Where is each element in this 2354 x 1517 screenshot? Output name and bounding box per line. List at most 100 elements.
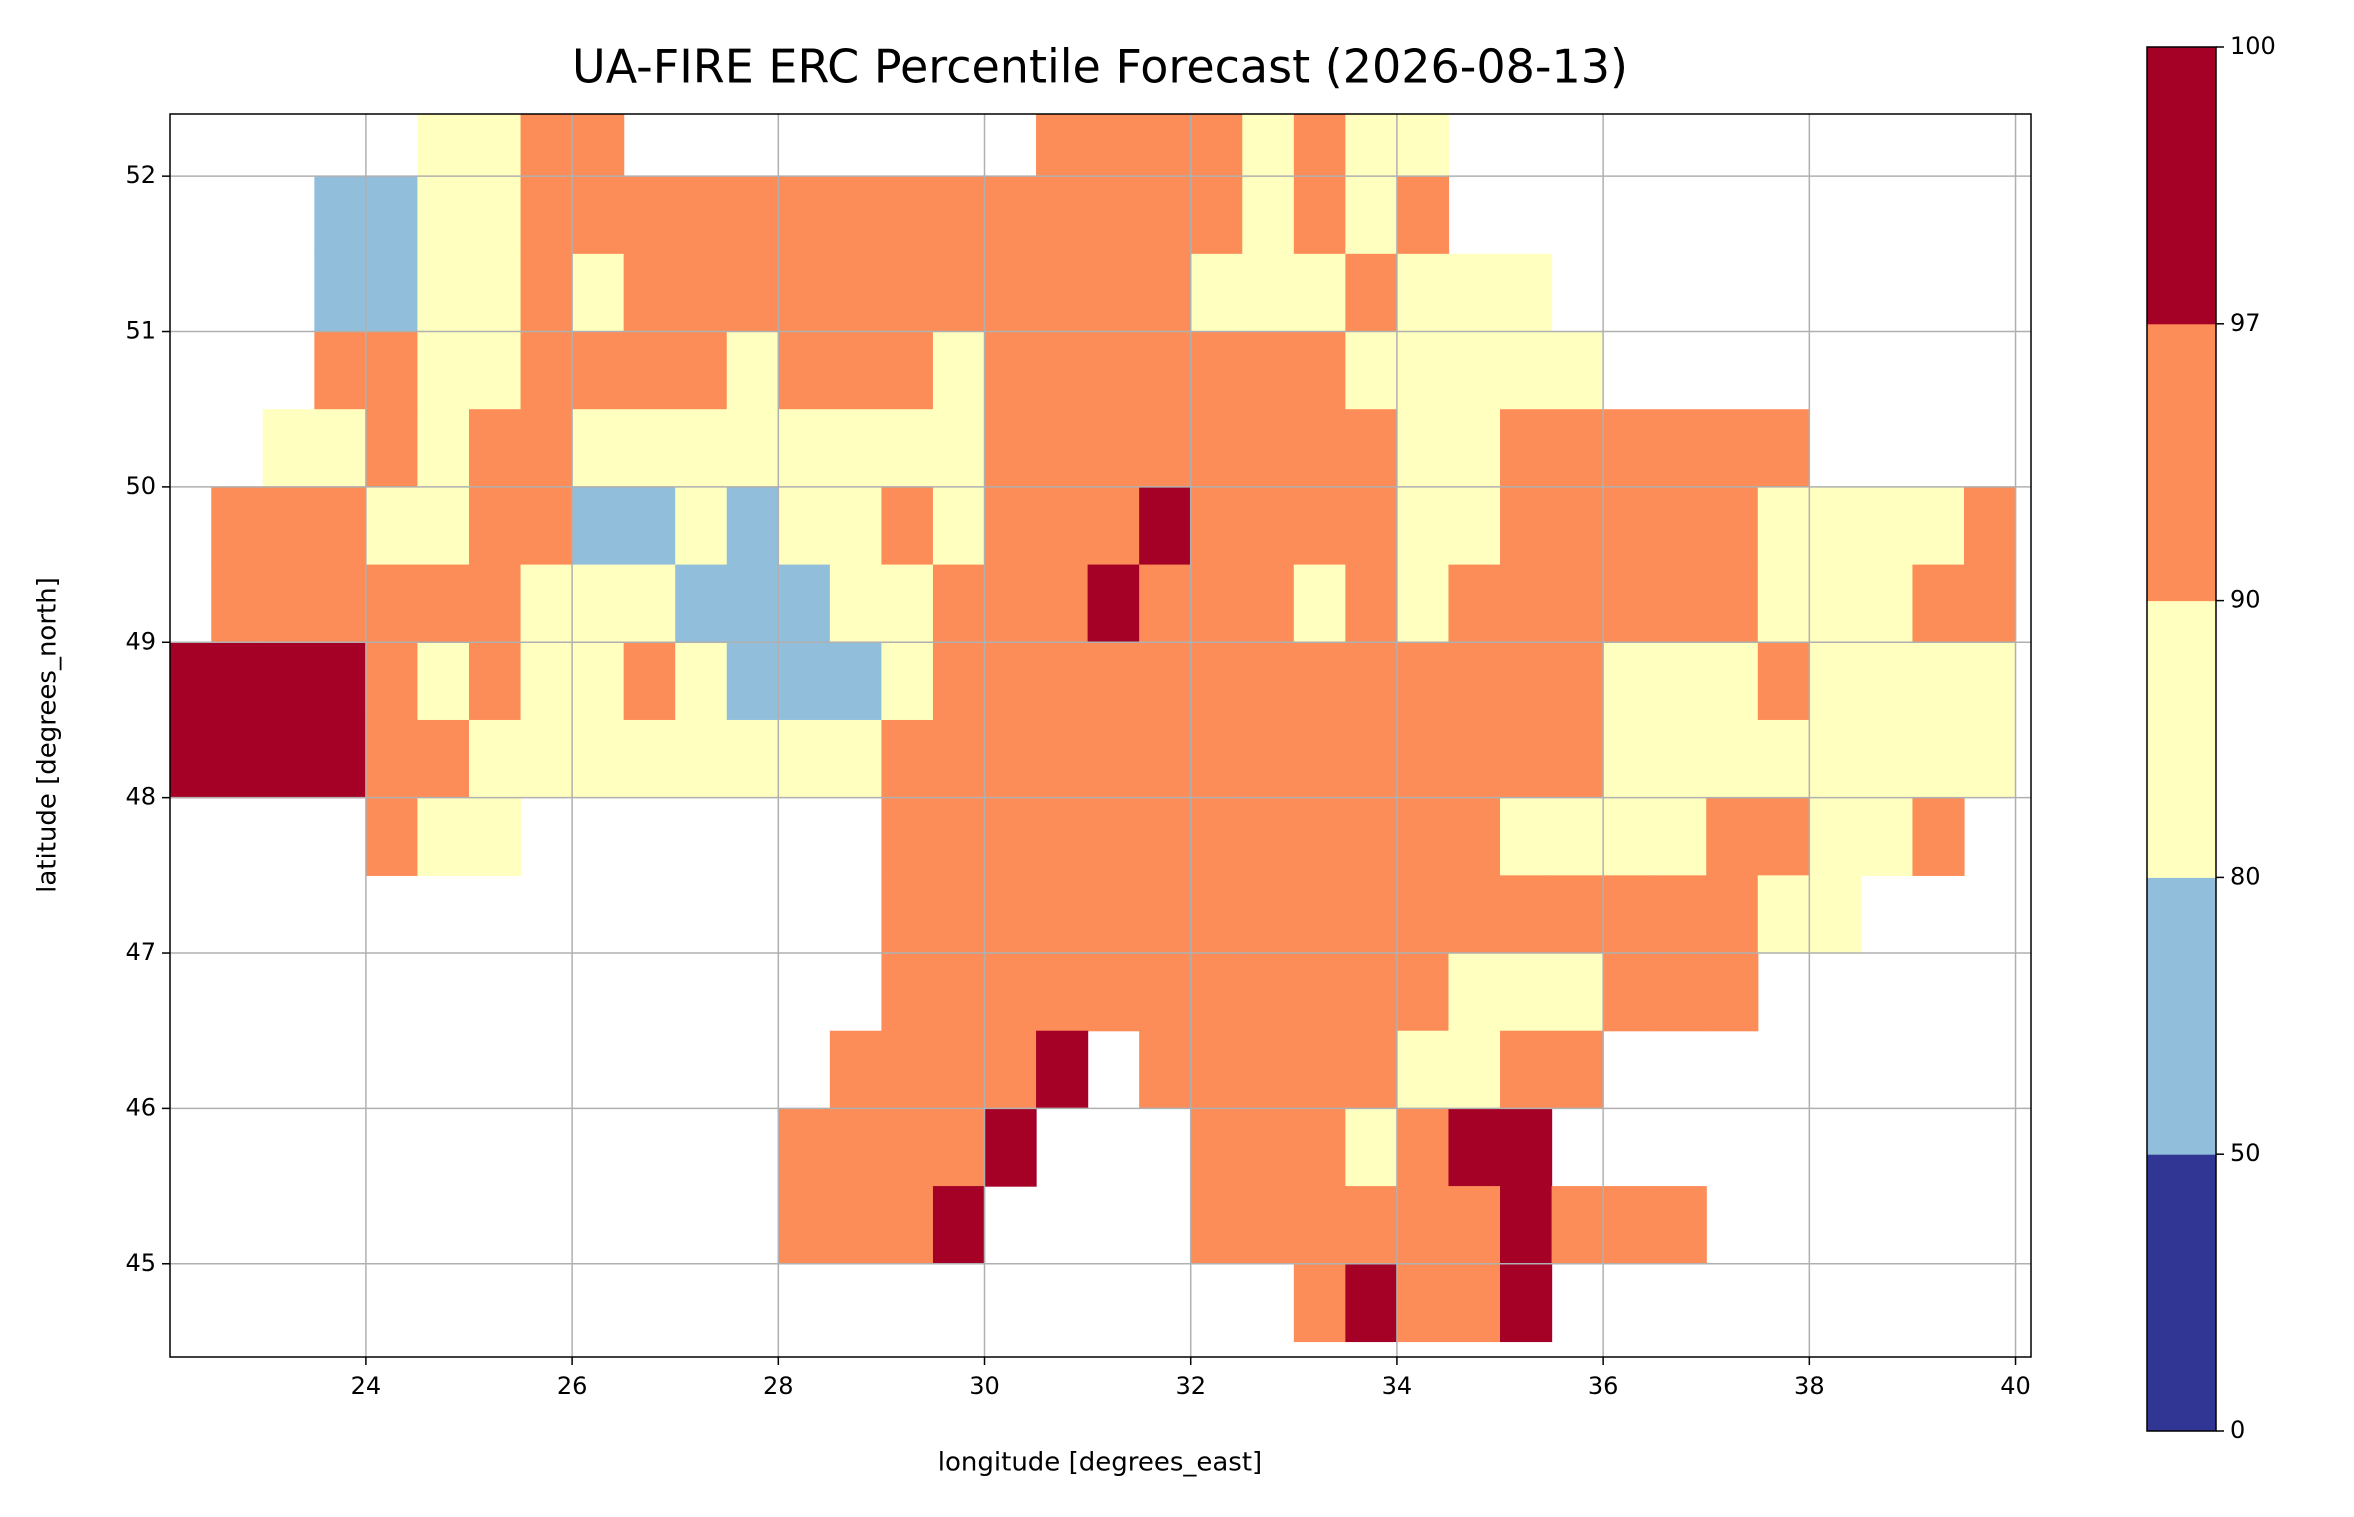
map-cell xyxy=(829,486,883,566)
map-cell xyxy=(1654,564,1707,643)
map-cell xyxy=(932,719,986,799)
map-cell xyxy=(984,1108,1037,1187)
map-cell xyxy=(1242,253,1295,333)
map-cell xyxy=(417,253,470,333)
map-cell xyxy=(1912,797,1965,876)
map-cell xyxy=(1036,331,1089,410)
colorbar-segment xyxy=(2147,1154,2216,1432)
map-cell xyxy=(932,564,986,643)
map-cell xyxy=(1809,642,1862,721)
colorbar-tick-label: 80 xyxy=(2230,862,2261,890)
map-cell xyxy=(468,253,522,333)
map-cell xyxy=(1448,331,1501,410)
map-cell xyxy=(1190,253,1243,333)
map-cell xyxy=(778,719,831,799)
map-cell xyxy=(1448,1186,1501,1265)
map-cell xyxy=(1345,875,1398,954)
map-cell xyxy=(314,253,367,333)
map-cell xyxy=(572,253,625,333)
map-cell xyxy=(1242,797,1295,876)
x-tick-label: 38 xyxy=(1794,1372,1825,1400)
map-cell xyxy=(1139,409,1192,488)
map-cell xyxy=(932,331,986,410)
map-cell xyxy=(778,486,831,566)
map-cell xyxy=(1190,875,1243,954)
map-cell xyxy=(1654,1186,1707,1265)
map-cells xyxy=(170,114,2017,1343)
map-cell xyxy=(520,564,573,643)
map-cell xyxy=(778,409,831,488)
map-cell xyxy=(1448,953,1501,1032)
map-cell xyxy=(1551,1030,1604,1109)
map-cell xyxy=(1139,1030,1192,1109)
map-cell xyxy=(314,331,367,410)
map-cell xyxy=(1139,875,1192,954)
map-cell xyxy=(1603,953,1656,1032)
map-cell xyxy=(1809,797,1862,876)
map-cell xyxy=(1242,1108,1295,1187)
map-cell xyxy=(365,797,419,876)
map-cell xyxy=(1345,719,1398,799)
map-cell xyxy=(1293,114,1346,177)
map-cell xyxy=(1603,719,1656,799)
map-cell xyxy=(778,331,831,410)
map-cell xyxy=(1603,409,1656,488)
map-cell xyxy=(1242,875,1295,954)
map-cell xyxy=(1139,642,1192,721)
map-cell xyxy=(520,409,573,488)
map-cell xyxy=(468,331,522,410)
map-cell xyxy=(520,719,573,799)
map-cell xyxy=(1448,1030,1501,1109)
map-cell xyxy=(572,331,625,410)
map-cell xyxy=(417,486,470,566)
map-cell xyxy=(1345,176,1398,255)
map-cell xyxy=(675,642,728,721)
map-cell xyxy=(1139,486,1192,566)
map-cell xyxy=(1345,331,1398,410)
map-cell xyxy=(623,719,676,799)
map-cell xyxy=(572,176,625,255)
map-cell xyxy=(1345,642,1398,721)
map-cell xyxy=(1912,719,1965,799)
map-cell xyxy=(623,642,676,721)
map-cell xyxy=(1190,797,1243,876)
map-cell xyxy=(572,719,625,799)
map-cell xyxy=(675,331,728,410)
map-cell xyxy=(1345,409,1398,488)
map-cell xyxy=(468,114,522,177)
map-cell xyxy=(1036,409,1089,488)
x-axis-label: longitude [degrees_east] xyxy=(938,1448,1262,1478)
map-cell xyxy=(932,1186,986,1265)
map-cell xyxy=(1139,331,1192,410)
map-cell xyxy=(623,409,676,488)
map-cell xyxy=(984,409,1037,488)
map-cell xyxy=(1706,486,1759,566)
map-cell xyxy=(1139,564,1192,643)
map-cell xyxy=(1190,719,1243,799)
map-cell xyxy=(1293,1263,1346,1343)
map-cell xyxy=(1087,719,1140,799)
map-cell xyxy=(1706,564,1759,643)
map-cell xyxy=(211,719,264,799)
map-cell xyxy=(170,719,212,799)
map-cell xyxy=(1190,486,1243,566)
map-cell xyxy=(984,253,1037,333)
map-cell xyxy=(675,409,728,488)
map-cell xyxy=(1242,114,1295,177)
map-cell xyxy=(1139,253,1192,333)
map-cell xyxy=(262,642,315,721)
map-cell xyxy=(1293,642,1346,721)
map-cell xyxy=(829,642,883,721)
map-cell xyxy=(726,564,779,643)
map-cell xyxy=(1448,253,1501,333)
map-cell xyxy=(881,953,934,1032)
map-cell xyxy=(520,176,573,255)
map-cell xyxy=(932,409,986,488)
map-cell xyxy=(1036,176,1089,255)
map-cell xyxy=(984,176,1037,255)
map-cell xyxy=(1448,875,1501,954)
map-cell xyxy=(1860,564,1914,643)
map-cell xyxy=(881,719,934,799)
map-cell xyxy=(1242,719,1295,799)
map-cell xyxy=(1706,875,1759,954)
